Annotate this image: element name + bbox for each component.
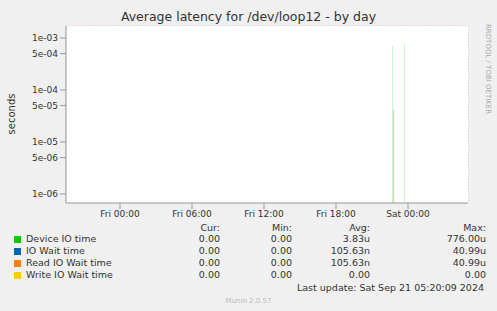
html-text:0.00: 0.00	[270, 269, 292, 280]
html-text:Device IO time: Device IO time	[26, 233, 97, 244]
svg-text:1e-03: 1e-03	[32, 33, 58, 43]
html-text:Munin 2.0.57: Munin 2.0.57	[225, 297, 272, 305]
html-text:40.99u: 40.99u	[452, 245, 486, 256]
html-text:105.63n: 105.63n	[330, 245, 370, 256]
svg-text:Sat 00:00: Sat 00:00	[386, 209, 430, 219]
svg-text:Fri 12:00: Fri 12:00	[244, 209, 284, 219]
html-text:IO Wait time: IO Wait time	[26, 245, 85, 256]
svg-text:1e-06: 1e-06	[32, 189, 58, 199]
html-text:105.63n: 105.63n	[330, 257, 370, 268]
html-text:Read IO Wait time: Read IO Wait time	[26, 257, 112, 268]
html-text:3.83u: 3.83u	[342, 233, 370, 244]
html-text:0.00: 0.00	[198, 269, 220, 280]
html-text:0.00: 0.00	[198, 245, 220, 256]
html-text:Average latency for /dev/loop1: Average latency for /dev/loop12 - by day	[120, 9, 377, 24]
html-text:Min:: Min:	[271, 222, 292, 233]
svg-text:1e-04: 1e-04	[32, 85, 58, 95]
svg-text:5e-04: 5e-04	[32, 49, 58, 59]
html-text:0.00: 0.00	[270, 233, 292, 244]
svg-text:5e-05: 5e-05	[32, 101, 58, 111]
html-text:0.00: 0.00	[270, 257, 292, 268]
html-text:seconds: seconds	[5, 93, 17, 135]
svg-text:Fri 06:00: Fri 06:00	[172, 209, 212, 219]
svg-text:Fri 00:00: Fri 00:00	[100, 209, 140, 219]
html-text:Write IO Wait time: Write IO Wait time	[26, 269, 113, 280]
html-text:0.00: 0.00	[464, 269, 486, 280]
html-text:Last update: Sat Sep 21 05:20:: Last update: Sat Sep 21 05:20:09 2024	[297, 282, 484, 293]
html-text:Cur:: Cur:	[200, 222, 220, 233]
html-text:776.00u: 776.00u	[446, 233, 486, 244]
html-text:0.00: 0.00	[270, 245, 292, 256]
svg-text:5e-06: 5e-06	[32, 153, 58, 163]
html-text:RRDTOOL / TOBI OETIKER: RRDTOOL / TOBI OETIKER	[484, 24, 492, 115]
svg-text:1e-05: 1e-05	[32, 137, 58, 147]
html-text:0.00: 0.00	[198, 233, 220, 244]
html-text:0.00: 0.00	[348, 269, 370, 280]
html-text:Avg:: Avg:	[349, 222, 370, 233]
html-text:40.99u: 40.99u	[452, 257, 486, 268]
svg-text:Fri 18:00: Fri 18:00	[316, 209, 356, 219]
html-text:Max:: Max:	[463, 222, 486, 233]
html-text:0.00: 0.00	[198, 257, 220, 268]
